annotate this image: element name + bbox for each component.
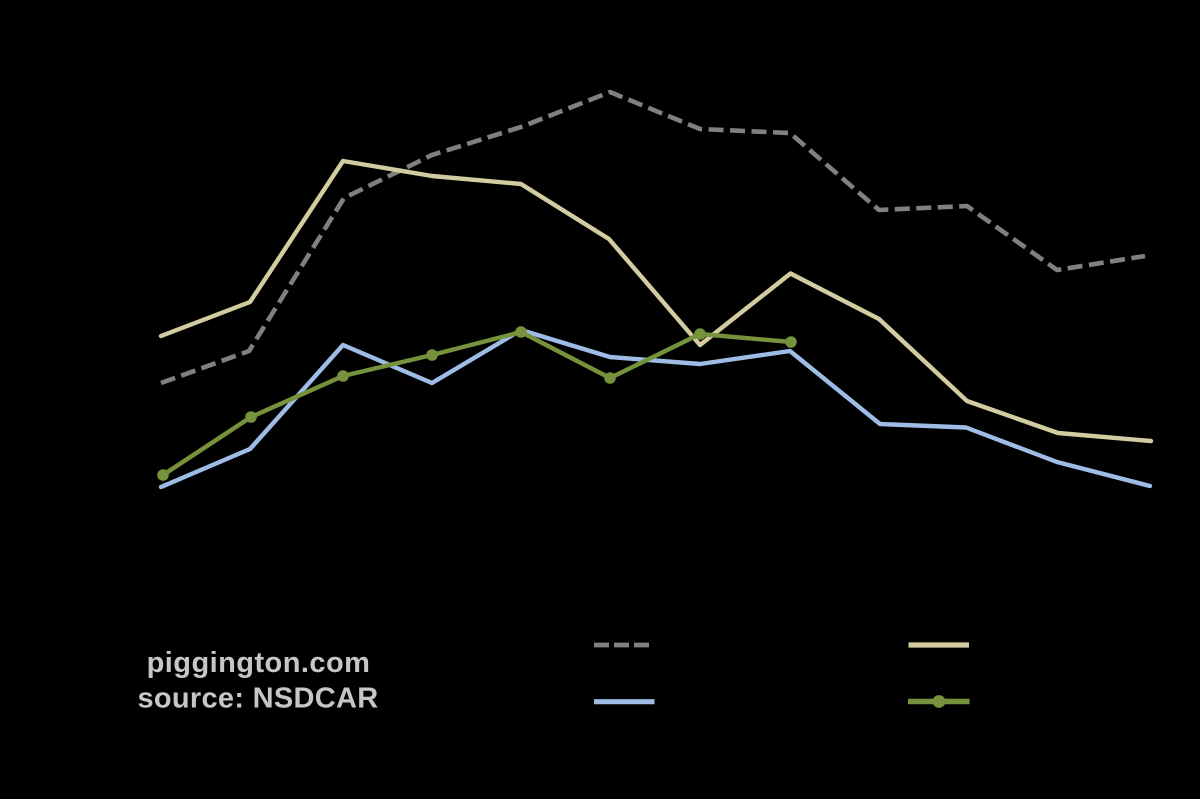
svg-text:piggington.com: piggington.com — [147, 647, 371, 679]
svg-text:source: NSDCAR: source: NSDCAR — [137, 683, 378, 715]
